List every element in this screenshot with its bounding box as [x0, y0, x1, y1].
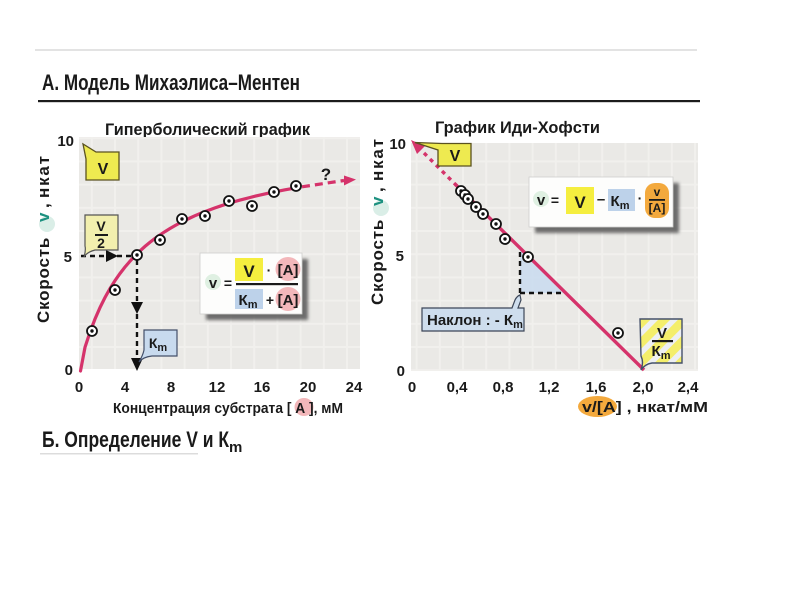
- svg-text:Гиперболический график: Гиперболический график: [105, 120, 310, 139]
- svg-text:0,4: 0,4: [447, 379, 469, 396]
- svg-text:2,4: 2,4: [678, 379, 700, 396]
- svg-text:=: =: [224, 275, 232, 291]
- svg-text:[А]: [А]: [278, 262, 299, 279]
- svg-text:20: 20: [300, 379, 317, 396]
- svg-text:v: v: [209, 275, 218, 292]
- svg-text:5: 5: [396, 248, 404, 265]
- svg-text:Б. Определение V и К: Б. Определение V и К: [42, 427, 229, 452]
- svg-text:12: 12: [209, 379, 226, 396]
- svg-text:А. Модель Михаэлиса–Ментен: А. Модель Михаэлиса–Ментен: [42, 70, 300, 95]
- svg-text:m: m: [229, 439, 242, 456]
- svg-text:4: 4: [121, 379, 130, 396]
- svg-text:+: +: [266, 292, 274, 308]
- svg-text:0: 0: [75, 379, 83, 396]
- svg-text:5: 5: [64, 249, 72, 266]
- svg-text:0: 0: [65, 362, 73, 379]
- svg-text:[А]: [А]: [649, 201, 666, 215]
- svg-text:v: v: [537, 192, 546, 209]
- svg-text:V: V: [574, 193, 586, 212]
- svg-text:График Иди-Хофсти: График Иди-Хофсти: [435, 118, 600, 137]
- svg-text:[А]: [А]: [278, 292, 299, 309]
- svg-text:V: V: [98, 161, 109, 178]
- svg-text:Концентрация субстрата [ А ]: Концентрация субстрата [ А ], мМ: [113, 400, 343, 417]
- svg-text:10: 10: [389, 136, 406, 153]
- svg-text:10: 10: [57, 133, 74, 150]
- svg-text:1,6: 1,6: [586, 379, 607, 396]
- svg-text:Скоростьv,нкат: Скоростьv,нкат: [34, 154, 53, 323]
- svg-text:V: V: [243, 262, 255, 281]
- svg-text:1,2: 1,2: [539, 379, 560, 396]
- svg-text:2: 2: [97, 235, 105, 251]
- svg-text:V: V: [657, 325, 667, 342]
- svg-text:24: 24: [346, 379, 363, 396]
- svg-text:8: 8: [167, 379, 175, 396]
- svg-text:?: ?: [321, 165, 331, 184]
- svg-text:16: 16: [254, 379, 271, 396]
- svg-text:Скоростьv,нкат: Скоростьv,нкат: [368, 137, 387, 305]
- svg-text:V: V: [450, 148, 461, 165]
- svg-text:0: 0: [397, 363, 405, 380]
- svg-text:v/[А] , нкат/мМ: v/[А] , нкат/мМ: [582, 400, 708, 416]
- svg-text:v: v: [654, 185, 661, 199]
- svg-text:Наклон : - Кm: Наклон : - Кm: [427, 312, 523, 331]
- svg-text:=: =: [551, 192, 559, 208]
- svg-text:·: ·: [267, 262, 272, 278]
- svg-text:–: –: [597, 191, 605, 208]
- svg-text:·: ·: [638, 190, 643, 206]
- svg-text:0: 0: [408, 379, 416, 396]
- svg-text:2,0: 2,0: [633, 379, 654, 396]
- svg-text:V: V: [96, 218, 106, 234]
- svg-text:0,8: 0,8: [493, 379, 514, 396]
